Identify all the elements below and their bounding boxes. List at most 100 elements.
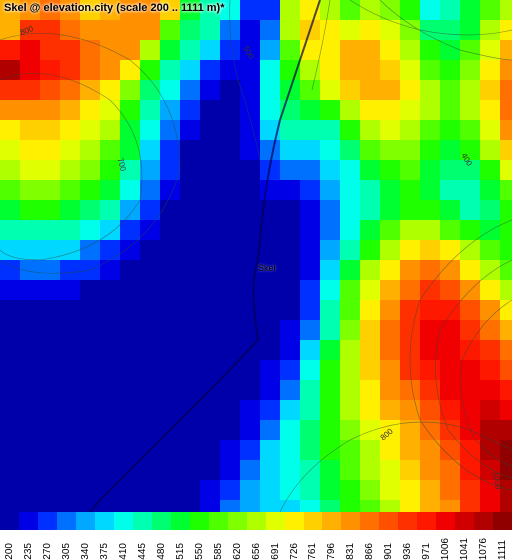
heatmap-cell bbox=[200, 20, 220, 40]
heatmap-cell bbox=[100, 60, 120, 80]
heatmap-cell bbox=[320, 120, 340, 140]
heatmap-cell bbox=[360, 360, 380, 380]
legend-swatch bbox=[38, 512, 57, 530]
heatmap-cell bbox=[100, 200, 120, 220]
heatmap-cell bbox=[60, 380, 80, 400]
heatmap-cell bbox=[360, 140, 380, 160]
heatmap-cell bbox=[100, 20, 120, 40]
heatmap-cell bbox=[20, 40, 40, 60]
heatmap-cell bbox=[280, 100, 300, 120]
legend-value: 1076 bbox=[478, 536, 489, 560]
heatmap-cell bbox=[220, 20, 240, 40]
heatmap-cell bbox=[200, 60, 220, 80]
legend-swatch bbox=[417, 512, 436, 530]
legend-stop: 270 bbox=[38, 512, 57, 560]
heatmap-cell bbox=[480, 380, 500, 400]
heatmap-cell bbox=[240, 340, 260, 360]
heatmap-cell bbox=[100, 260, 120, 280]
heatmap-cell bbox=[420, 260, 440, 280]
heatmap-cell bbox=[460, 280, 480, 300]
heatmap-cell bbox=[400, 60, 420, 80]
heatmap-cell bbox=[360, 380, 380, 400]
heatmap-cell bbox=[460, 400, 480, 420]
heatmap-cell bbox=[300, 100, 320, 120]
heatmap-cell bbox=[380, 60, 400, 80]
heatmap-cell bbox=[380, 320, 400, 340]
heatmap-cell bbox=[340, 100, 360, 120]
heatmap-cell bbox=[80, 240, 100, 260]
heatmap-cell bbox=[300, 40, 320, 60]
heatmap-cell bbox=[80, 500, 100, 512]
heatmap-cell bbox=[300, 360, 320, 380]
heatmap-cell bbox=[40, 360, 60, 380]
legend-swatch bbox=[360, 512, 379, 530]
heatmap-cell bbox=[100, 360, 120, 380]
heatmap-cell bbox=[120, 500, 140, 512]
heatmap-cell bbox=[200, 160, 220, 180]
heatmap-cell bbox=[460, 360, 480, 380]
heatmap-cell bbox=[320, 180, 340, 200]
heatmap-cell bbox=[280, 340, 300, 360]
heatmap-cell bbox=[500, 400, 512, 420]
heatmap-cell bbox=[420, 420, 440, 440]
heatmap-cell bbox=[460, 340, 480, 360]
heatmap-cell bbox=[400, 40, 420, 60]
heatmap-cell bbox=[20, 380, 40, 400]
heatmap-cell bbox=[300, 0, 320, 20]
heatmap-cell bbox=[180, 260, 200, 280]
heatmap-cell bbox=[200, 140, 220, 160]
heatmap-cell bbox=[220, 200, 240, 220]
heatmap-cell bbox=[240, 420, 260, 440]
heatmap-cell bbox=[180, 380, 200, 400]
heatmap-cell bbox=[480, 400, 500, 420]
heatmap-cell bbox=[60, 300, 80, 320]
heatmap-cell bbox=[40, 240, 60, 260]
heatmap-cell bbox=[0, 100, 20, 120]
heatmap-cell bbox=[60, 280, 80, 300]
heatmap-cell bbox=[220, 240, 240, 260]
heatmap-cell bbox=[80, 440, 100, 460]
legend-value: 901 bbox=[383, 541, 394, 560]
heatmap-cell bbox=[180, 440, 200, 460]
heatmap-cell bbox=[40, 120, 60, 140]
heatmap-cell bbox=[100, 340, 120, 360]
heatmap-cell bbox=[100, 40, 120, 60]
heatmap-cell bbox=[260, 280, 280, 300]
heatmap-cell bbox=[240, 120, 260, 140]
heatmap-cell bbox=[260, 360, 280, 380]
elevation-map: Skel 8007005004008001000 bbox=[0, 0, 512, 512]
legend-swatch bbox=[114, 512, 133, 530]
heatmap-cell bbox=[400, 260, 420, 280]
heatmap-cell bbox=[360, 300, 380, 320]
heatmap-cell bbox=[400, 300, 420, 320]
heatmap-cell bbox=[240, 100, 260, 120]
heatmap-cell bbox=[500, 100, 512, 120]
heatmap-cell bbox=[260, 180, 280, 200]
heatmap-cell bbox=[40, 320, 60, 340]
heatmap-cell bbox=[500, 140, 512, 160]
heatmap-cell bbox=[200, 220, 220, 240]
heatmap-cell bbox=[320, 380, 340, 400]
heatmap-cell bbox=[240, 260, 260, 280]
heatmap-cell bbox=[360, 100, 380, 120]
heatmap-cell bbox=[240, 60, 260, 80]
heatmap-cell bbox=[120, 180, 140, 200]
legend-value: 550 bbox=[194, 541, 205, 560]
heatmap-cell bbox=[60, 460, 80, 480]
heatmap-cell bbox=[460, 180, 480, 200]
heatmap-cell bbox=[200, 340, 220, 360]
heatmap-cell bbox=[180, 500, 200, 512]
heatmap-cell bbox=[180, 20, 200, 40]
heatmap-cell bbox=[60, 80, 80, 100]
heatmap-cell bbox=[380, 180, 400, 200]
legend-value: 305 bbox=[61, 541, 72, 560]
heatmap-cell bbox=[60, 320, 80, 340]
heatmap-cell bbox=[500, 380, 512, 400]
heatmap-cell bbox=[160, 240, 180, 260]
heatmap-cell bbox=[120, 460, 140, 480]
heatmap-cell bbox=[400, 380, 420, 400]
heatmap-cell bbox=[220, 80, 240, 100]
heatmap-cell bbox=[80, 140, 100, 160]
heatmap-cell bbox=[260, 100, 280, 120]
legend-swatch bbox=[0, 512, 19, 530]
